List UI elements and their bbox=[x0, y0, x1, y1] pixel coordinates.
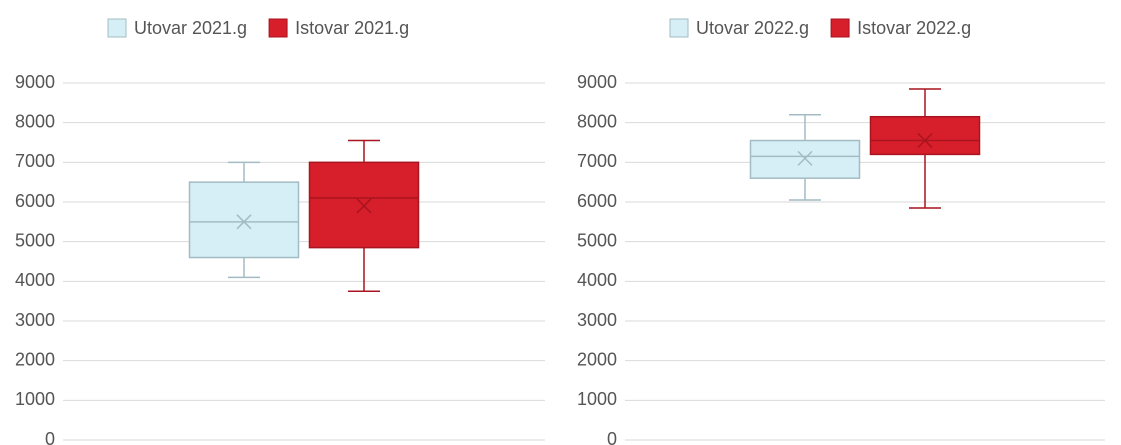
legend-label: Utovar 2022.g bbox=[696, 18, 809, 38]
legend-swatch bbox=[669, 18, 689, 38]
y-tick-label: 8000 bbox=[15, 111, 55, 131]
y-tick-label: 0 bbox=[607, 429, 617, 445]
y-tick-label: 6000 bbox=[15, 191, 55, 211]
mean-marker bbox=[797, 150, 813, 166]
legend-label: Istovar 2021.g bbox=[295, 18, 409, 38]
box bbox=[188, 181, 300, 259]
y-tick-label: 2000 bbox=[577, 349, 617, 369]
y-tick-label: 9000 bbox=[577, 72, 617, 92]
legend-swatch bbox=[830, 18, 850, 38]
mean-marker bbox=[236, 214, 252, 230]
y-tick-label: 5000 bbox=[577, 230, 617, 250]
y-tick-label: 4000 bbox=[577, 270, 617, 290]
y-tick-label: 2000 bbox=[15, 349, 55, 369]
y-tick-label: 9000 bbox=[15, 72, 55, 92]
y-tick-label: 8000 bbox=[577, 111, 617, 131]
y-tick-label: 3000 bbox=[577, 310, 617, 330]
y-tick-label: 7000 bbox=[15, 151, 55, 171]
legend-label: Istovar 2022.g bbox=[857, 18, 971, 38]
y-tick-label: 5000 bbox=[15, 230, 55, 250]
y-tick-label: 0 bbox=[45, 429, 55, 445]
y-tick-label: 3000 bbox=[15, 310, 55, 330]
legend-swatch bbox=[107, 18, 127, 38]
y-tick-label: 4000 bbox=[15, 270, 55, 290]
mean-marker bbox=[356, 198, 372, 214]
legend-swatch bbox=[268, 18, 288, 38]
legend-label: Utovar 2021.g bbox=[134, 18, 247, 38]
y-tick-label: 1000 bbox=[15, 389, 55, 409]
mean-marker bbox=[917, 132, 933, 149]
y-tick-label: 1000 bbox=[577, 389, 617, 409]
y-tick-label: 6000 bbox=[577, 191, 617, 211]
box bbox=[869, 115, 981, 156]
y-tick-label: 7000 bbox=[577, 151, 617, 171]
